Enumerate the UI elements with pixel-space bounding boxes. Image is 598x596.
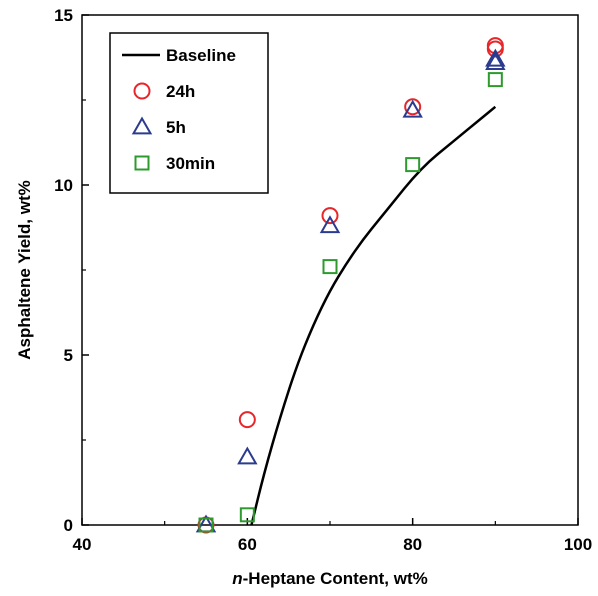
legend-swatch-5h: [131, 116, 153, 135]
legend-label-30min: 30min: [166, 154, 215, 173]
x-axis-title-prefix: n: [232, 569, 242, 588]
x-axis-title-rest: -Heptane Content, wt%: [243, 569, 428, 588]
data-point-30min: [487, 72, 503, 88]
data-point-30min: [239, 507, 255, 523]
x-tick-label: 60: [238, 535, 257, 554]
legend-swatch-24h: [133, 82, 151, 100]
legend-items: Baseline 24h 5h 30min: [122, 46, 236, 173]
x-tick-label: 80: [403, 535, 422, 554]
y-tick-label: 5: [64, 346, 73, 365]
legend-swatch-30min: [134, 155, 150, 171]
data-point-30min: [322, 259, 338, 275]
y-tick-label: 0: [64, 516, 73, 535]
series-layer: [195, 37, 506, 534]
series-30min: [198, 72, 503, 533]
legend: Baseline 24h 5h 30min: [109, 32, 269, 194]
y-tick-label: 10: [54, 176, 73, 195]
data-point-5h: [485, 52, 506, 70]
tick-labels: 40 60 80 100 0 5 10 15: [54, 6, 592, 554]
data-point-30min: [405, 157, 421, 173]
y-axis-title: Asphaltene Yield, wt%: [15, 180, 34, 360]
legend-item-baseline: Baseline: [122, 46, 236, 65]
data-point-5h: [319, 215, 341, 234]
legend-item-24h: 24h: [133, 82, 195, 101]
y-tick-label: 15: [54, 6, 73, 25]
data-point-5h: [402, 99, 423, 118]
data-point-30min: [198, 517, 214, 533]
legend-label-5h: 5h: [166, 118, 186, 137]
legend-item-5h: 5h: [131, 116, 186, 137]
series-baseline: [250, 105, 497, 526]
data-point-24h: [404, 98, 422, 116]
legend-label-24h: 24h: [166, 82, 195, 101]
series-line-baseline: [250, 105, 497, 526]
x-tick-label: 40: [73, 535, 92, 554]
x-axis-title: n-Heptane Content, wt%: [232, 569, 428, 588]
data-point-5h: [237, 446, 258, 465]
series-5h: [195, 48, 506, 533]
legend-item-30min: 30min: [134, 154, 215, 173]
data-point-5h: [485, 48, 506, 67]
x-tick-label: 100: [564, 535, 592, 554]
legend-label-baseline: Baseline: [166, 46, 236, 65]
data-point-24h: [238, 411, 256, 429]
data-point-24h: [321, 207, 339, 225]
axis-ticks: [81, 14, 579, 526]
